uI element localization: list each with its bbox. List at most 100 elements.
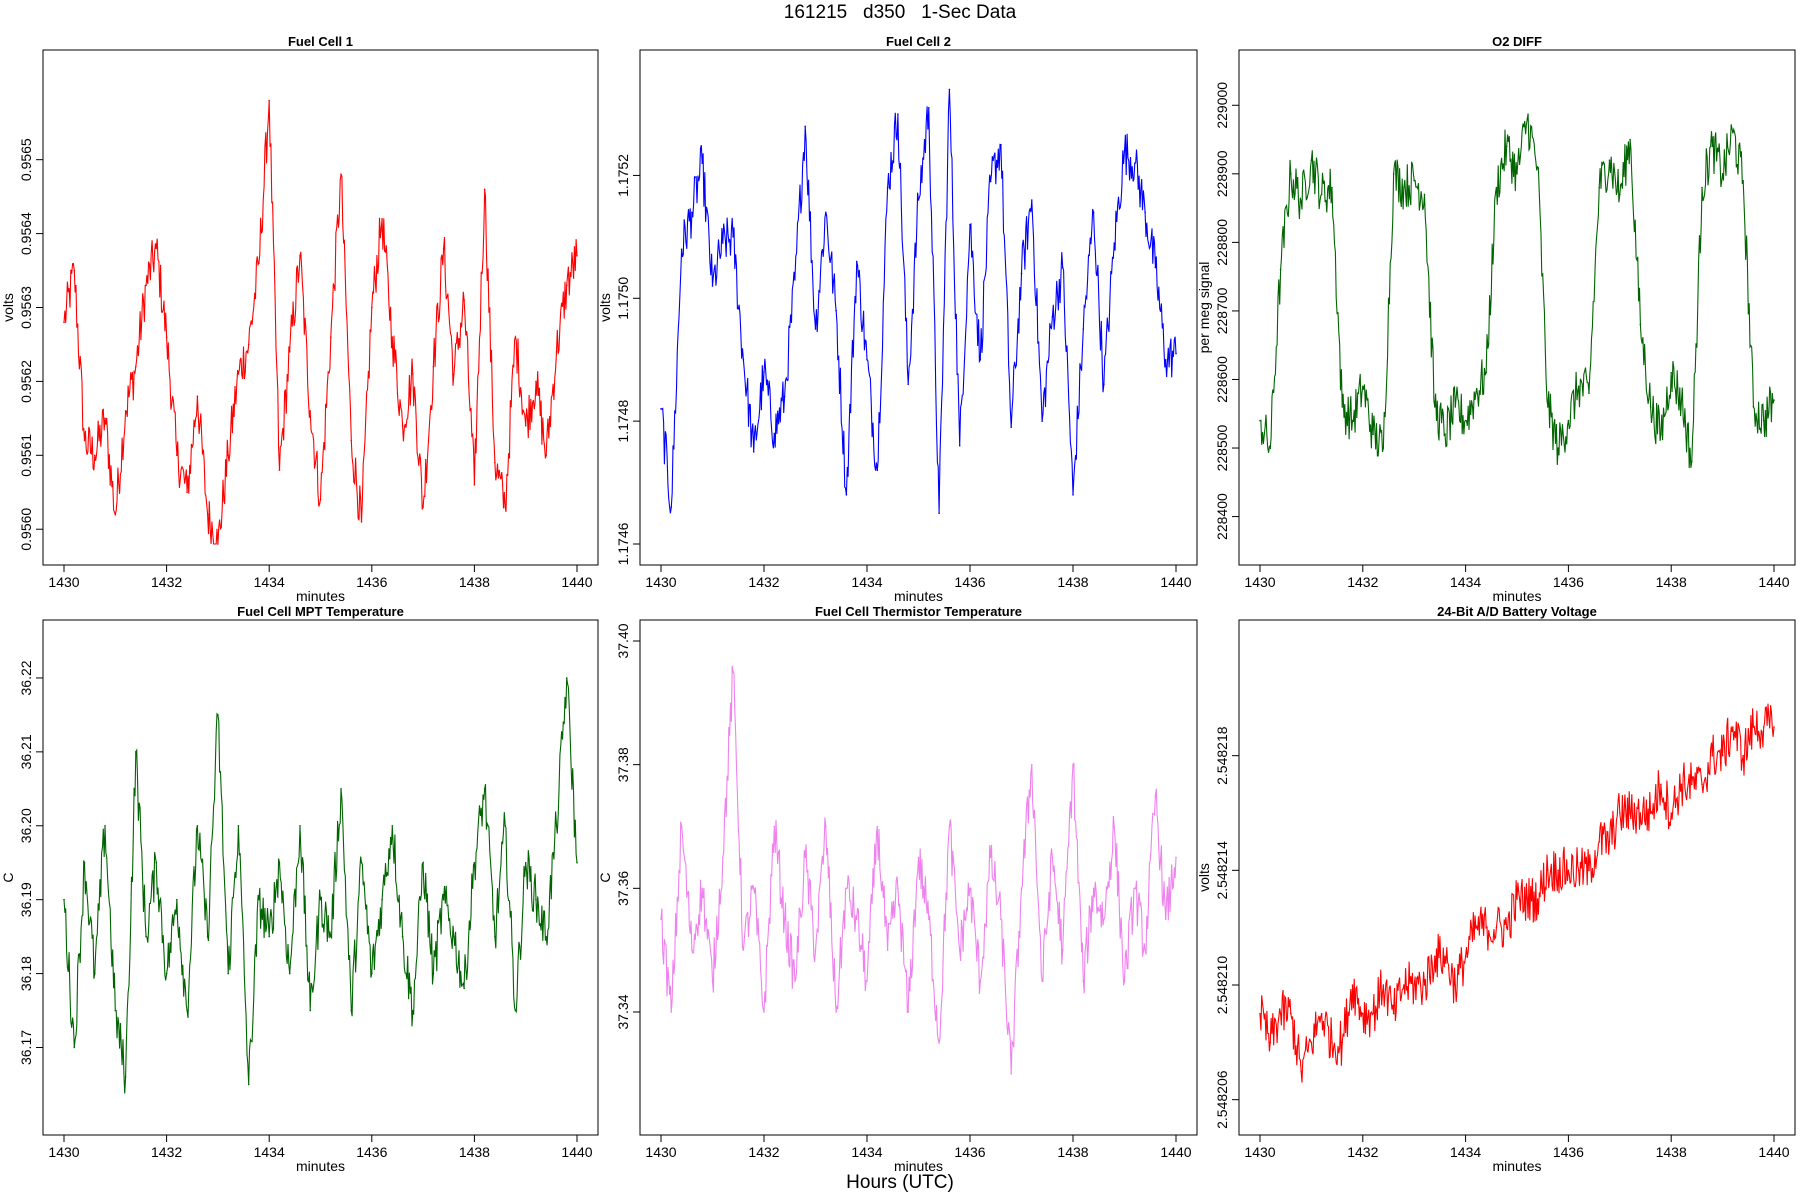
y-tick-label: 228900	[1214, 150, 1230, 197]
data-point	[1711, 754, 1714, 757]
data-point	[1362, 385, 1364, 388]
data-point	[73, 1046, 76, 1049]
data-point	[825, 211, 827, 214]
data-point	[948, 825, 951, 828]
y-axis-label: volts	[0, 293, 16, 322]
x-tick-label: 1438	[1057, 574, 1088, 590]
data-point	[1300, 200, 1302, 203]
y-tick-label: 228700	[1214, 287, 1230, 334]
data-point	[524, 861, 527, 864]
data-point	[897, 887, 899, 890]
data-point	[483, 788, 486, 790]
data-point	[1164, 918, 1167, 921]
data-point	[1454, 984, 1457, 986]
y-tick-label: 36.20	[18, 808, 34, 843]
x-axis-label: minutes	[894, 1158, 943, 1174]
data-point	[989, 180, 992, 183]
chart-panel-3: O2 DIFF 1430 1432 1434 1436 1438 1440 minutes 22…	[1196, 34, 1796, 604]
data-point	[1536, 898, 1539, 900]
data-point	[1290, 1012, 1292, 1015]
chart-title: Fuel Cell 2	[886, 34, 951, 49]
x-axis-label: minutes	[1492, 1158, 1541, 1174]
x-axis-caption: Hours (UTC)	[846, 1172, 954, 1193]
data-point	[1619, 193, 1621, 196]
data-point	[299, 254, 301, 257]
data-point	[196, 395, 199, 397]
data-point	[938, 512, 940, 515]
data-point	[1144, 949, 1146, 951]
data-point	[1762, 419, 1765, 422]
data-point	[555, 351, 558, 353]
data-point	[1670, 812, 1672, 814]
data-point	[1516, 173, 1518, 175]
x-tick-label: 1436	[954, 574, 985, 590]
data-point	[1413, 179, 1415, 182]
data-point	[1526, 898, 1529, 900]
data-point	[691, 211, 693, 214]
data-point	[1372, 433, 1374, 436]
data-point	[1454, 406, 1457, 408]
data-point	[1464, 955, 1467, 958]
data-point	[1701, 186, 1703, 189]
data-point	[845, 494, 848, 496]
data-point	[855, 918, 858, 921]
data-point	[360, 861, 363, 864]
data-point	[1061, 949, 1064, 951]
x-tick-label: 1432	[151, 574, 182, 590]
data-point	[206, 935, 209, 938]
data-point	[1752, 406, 1755, 408]
data-point	[1061, 266, 1064, 269]
data-point	[1031, 763, 1033, 766]
data-point	[135, 365, 137, 368]
series-line	[63, 100, 578, 545]
data-point	[680, 248, 683, 250]
data-point	[1475, 926, 1477, 929]
x-tick-label: 1440	[561, 574, 592, 590]
data-point	[794, 279, 796, 281]
data-point	[237, 373, 240, 375]
data-point	[1598, 186, 1601, 189]
x-tick-label: 1434	[851, 1144, 882, 1160]
data-point	[1639, 812, 1642, 814]
data-point	[928, 107, 930, 109]
data-point	[1649, 812, 1652, 814]
data-point	[1464, 419, 1467, 422]
data-point	[1721, 173, 1724, 175]
data-point	[1547, 869, 1549, 872]
data-point	[763, 371, 765, 373]
data-point	[1259, 419, 1261, 422]
data-point	[350, 1009, 353, 1012]
data-point	[1392, 173, 1395, 175]
data-point	[1382, 984, 1385, 986]
data-point	[1433, 955, 1436, 958]
y-tick-label: 0.9561	[18, 434, 34, 477]
data-point	[494, 461, 496, 464]
data-point	[1505, 926, 1508, 929]
data-point	[1433, 406, 1436, 408]
data-point	[319, 898, 322, 901]
data-point	[866, 358, 868, 361]
x-tick-label: 1438	[459, 574, 490, 590]
data-point	[1092, 887, 1095, 890]
data-point	[1670, 371, 1672, 374]
data-point	[453, 935, 455, 938]
y-tick-label: 1.1752	[615, 154, 631, 197]
x-tick-label: 1430	[1244, 574, 1275, 590]
data-point	[217, 714, 219, 716]
y-tick-label: 37.34	[615, 994, 631, 1029]
data-point	[1423, 193, 1426, 196]
data-point	[1072, 494, 1074, 496]
data-point	[660, 918, 662, 921]
data-point	[227, 972, 229, 975]
data-point	[1608, 159, 1611, 161]
data-point	[124, 410, 127, 412]
data-point	[186, 1009, 188, 1012]
data-point	[104, 824, 106, 827]
x-tick-label: 1438	[1656, 1144, 1687, 1160]
x-tick-label: 1434	[1450, 1144, 1481, 1160]
x-tick-label: 1438	[459, 1144, 490, 1160]
chart-panel-2: Fuel Cell 2 1430 1432 1434 1436 1438 1440 minut…	[597, 34, 1198, 604]
data-point	[742, 358, 745, 361]
data-point	[1320, 1012, 1323, 1015]
series-line	[1259, 113, 1775, 469]
